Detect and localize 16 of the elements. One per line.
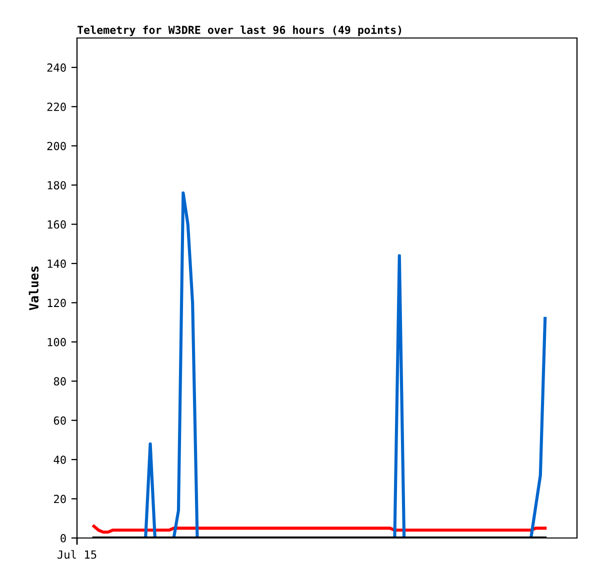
y-tick-label: 0 — [60, 534, 66, 542]
y-tick-label: 80 — [54, 377, 66, 386]
y-tick-label: 100 — [48, 338, 66, 346]
chart-title: Telemetry for W3DRE over last 96 hours (49 points) — [77, 25, 402, 36]
y-tick-label: 120 — [48, 298, 66, 308]
y-tick-label: 240 — [47, 63, 66, 72]
text: Jul 15 — [58, 550, 96, 559]
y-tick-label: 180 — [48, 181, 66, 190]
y-tick-label: 20 — [54, 494, 66, 504]
y-tick-label: 60 — [54, 416, 66, 425]
y-tick-label: 40 — [54, 456, 66, 464]
y-tick-label: 140 — [48, 259, 66, 268]
y-tick-label: 220 — [47, 102, 66, 112]
y-axis-title: Values — [28, 266, 39, 310]
y-tick-label: 200 — [47, 142, 66, 150]
y-tick-label: 160 — [48, 220, 66, 229]
